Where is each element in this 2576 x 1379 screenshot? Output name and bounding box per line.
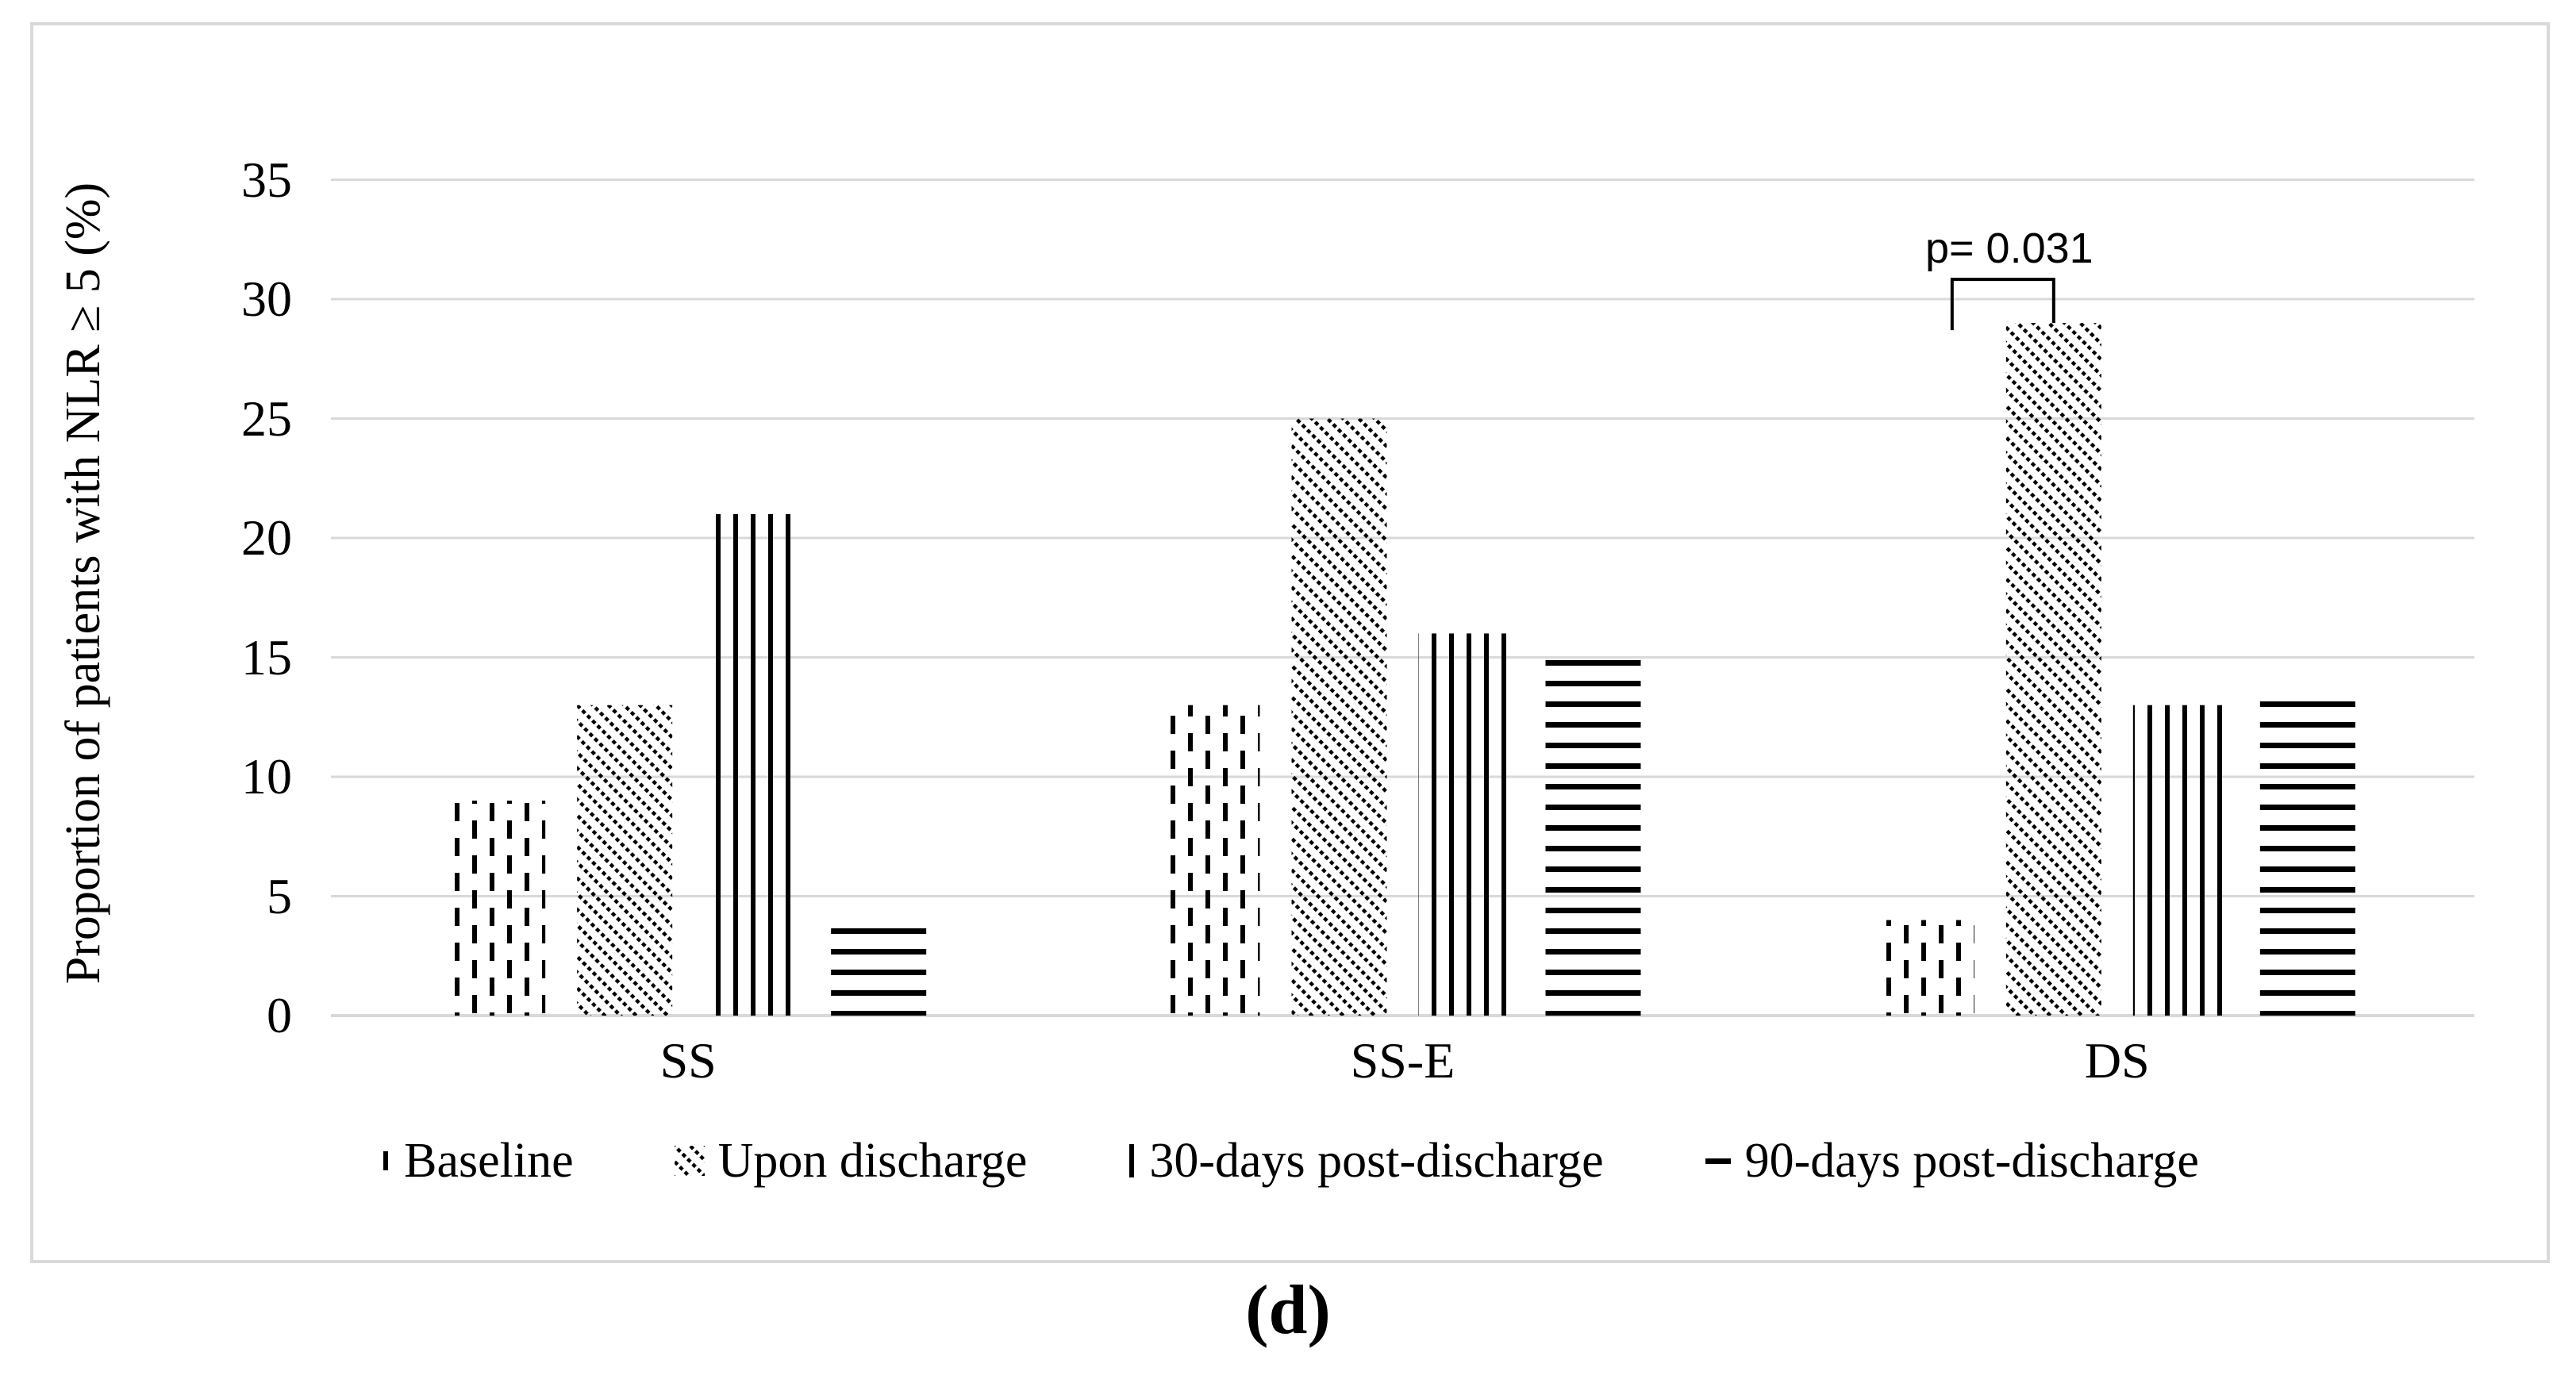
p-value-annotation: p= 0.031	[1924, 225, 2093, 273]
legend-item-baseline: Baseline	[380, 1133, 574, 1189]
bar-SS-E-90-days-post-discharge	[1545, 657, 1641, 1016]
y-tick-label-20: 20	[241, 509, 292, 566]
legend-label: Baseline	[404, 1134, 574, 1188]
y-tick-label-0: 0	[267, 987, 292, 1043]
legend: Baseline Upon discharge 30-days post-disch…	[48, 1133, 2532, 1189]
figure-caption: (d)	[1245, 1272, 1331, 1349]
bar-DS-baseline	[1878, 920, 1974, 1016]
bar-SS-E-30-days-post-discharge	[1418, 633, 1514, 1016]
vertical-line-icon	[1129, 1144, 1135, 1177]
baseline-dash-icon	[383, 1151, 389, 1170]
y-tick-label-35: 35	[241, 151, 292, 208]
chart-frame	[30, 22, 2550, 1263]
bar-DS-90-days-post-discharge	[2259, 693, 2355, 1016]
bar-DS-30-days-post-discharge	[2132, 705, 2228, 1016]
gridlines	[331, 179, 2474, 1017]
y-tick-label-25: 25	[241, 390, 292, 447]
bar-SS-upon-discharge	[577, 705, 673, 1016]
bar-DS-upon-discharge	[2005, 323, 2101, 1016]
y-tick-label-30: 30	[241, 271, 292, 327]
y-tick-label-15: 15	[241, 628, 292, 686]
x-axis-label-DS: DS	[2084, 1032, 2150, 1089]
bracket-path	[1950, 278, 2055, 331]
bar-SS-E-baseline	[1164, 705, 1260, 1016]
x-axis-label-SS: SS	[659, 1032, 717, 1089]
legend-label: 90-days post-discharge	[1744, 1134, 2199, 1188]
legend-label: 30-days post-discharge	[1149, 1134, 1604, 1188]
y-axis-title: Proportion of patients with NLR ≥ 5 (%)	[56, 182, 110, 985]
bars	[450, 323, 2355, 1016]
legend-item-30-days-post-discharge: 30-days post-discharge	[1127, 1133, 1604, 1189]
x-axis-label-SS-E: SS-E	[1350, 1032, 1455, 1089]
legend-item-upon-discharge: Upon discharge	[674, 1133, 1028, 1189]
horizontal-dash-icon	[1705, 1158, 1731, 1164]
legend-label: Upon discharge	[717, 1134, 1028, 1188]
y-tick-label-5: 5	[267, 867, 292, 924]
significance-bracket	[1950, 278, 2055, 331]
legend-item-90-days-post-discharge: 90-days post-discharge	[1704, 1133, 2199, 1189]
bar-SS-baseline	[450, 801, 546, 1016]
bar-SS-E-upon-discharge	[1291, 418, 1387, 1016]
bar-SS-30-days-post-discharge	[704, 513, 800, 1016]
diagonal-hatch-icon	[674, 1146, 705, 1176]
bar-SS-90-days-post-discharge	[831, 920, 927, 1016]
y-tick-label-10: 10	[241, 748, 292, 805]
